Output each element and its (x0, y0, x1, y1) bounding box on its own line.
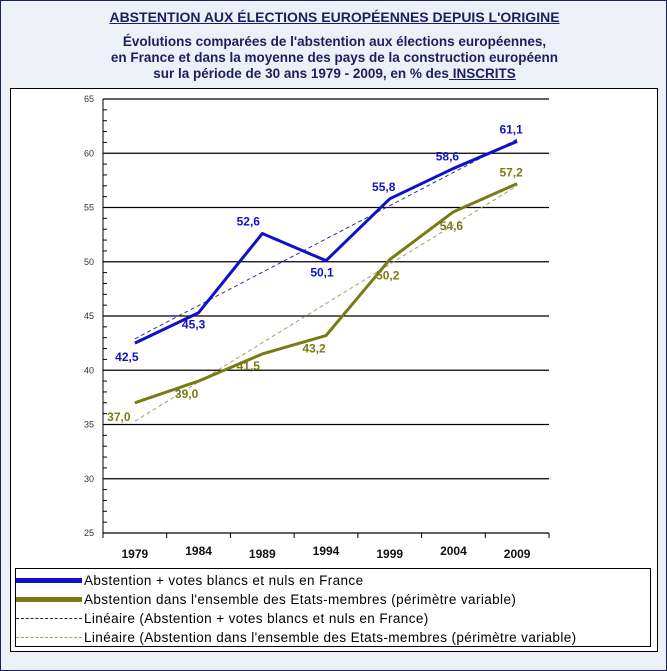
x-tick-label: 1989 (249, 547, 276, 561)
chart-subtitle-2: en France et dans la moyenne des pays de… (110, 50, 559, 65)
series-line-0 (134, 139, 518, 345)
trendline-1 (134, 185, 518, 422)
series-line-1 (134, 182, 518, 405)
x-tick-label: 1979 (122, 547, 149, 561)
data-label: 61,1 (499, 122, 523, 136)
data-label: 41,5 (237, 359, 261, 373)
legend-label: Abstention + votes blancs et nuls en Fra… (84, 573, 364, 588)
data-label: 42,5 (115, 350, 139, 364)
data-label: 57,2 (499, 166, 523, 180)
x-tick-label: 2009 (504, 547, 531, 561)
y-tick-label: 25 (84, 528, 94, 538)
y-tick-label: 60 (84, 148, 94, 158)
y-tick-label: 30 (84, 474, 94, 484)
data-label: 52,6 (237, 215, 261, 229)
y-tick-label: 35 (84, 420, 94, 430)
legend-label: Linéaire (Abstention dans l'ensemble des… (84, 630, 577, 645)
y-tick-label: 50 (84, 257, 94, 267)
data-label: 39,0 (175, 387, 199, 401)
x-tick-label: 2004 (440, 544, 467, 558)
y-tick-label: 45 (84, 311, 94, 321)
chart-subtitle-3: sur la période de 30 ans 1979 - 2009, en… (1, 66, 666, 81)
data-label: 58,6 (436, 149, 460, 163)
legend-item-france: Abstention + votes blancs et nuls en Fra… (16, 571, 363, 590)
legend-label: Abstention dans l'ensemble des Etats-mem… (84, 592, 517, 607)
data-label: 55,8 (372, 180, 396, 194)
chart-subtitle-1: Évolutions comparées de l'abstention aux… (122, 34, 547, 49)
legend-item-trend-eu: Linéaire (Abstention dans l'ensemble des… (16, 628, 577, 647)
x-tick-label: 1999 (376, 547, 403, 561)
data-label: 43,2 (302, 342, 326, 356)
data-label: 45,3 (182, 318, 206, 332)
legend-swatch (16, 618, 82, 619)
legend-item-trend-france: Linéaire (Abstention + votes blancs et n… (16, 609, 429, 628)
subtitle-text: sur la période de 30 ans 1979 - 2009, en… (153, 66, 449, 81)
x-tick-label: 1994 (313, 544, 340, 558)
subtitle-inscrits: INSCRITS (448, 66, 516, 81)
data-label: 50,2 (376, 269, 400, 283)
legend-swatch (16, 578, 82, 583)
trendline-0 (134, 138, 518, 340)
legend-swatch (16, 597, 82, 602)
legend-item-eu: Abstention dans l'ensemble des Etats-mem… (16, 590, 516, 609)
chart-title: ABSTENTION AUX ÉLECTIONS EUROPÉENNES DEP… (109, 9, 560, 25)
x-tick-label: 1984 (185, 544, 212, 558)
y-tick-label: 65 (84, 94, 94, 104)
legend-label: Linéaire (Abstention + votes blancs et n… (84, 611, 429, 626)
data-label: 37,0 (107, 410, 131, 424)
legend: Abstention + votes blancs et nuls en Fra… (15, 568, 651, 647)
data-label: 50,1 (310, 266, 334, 280)
y-tick-label: 40 (84, 365, 94, 375)
data-label: 54,6 (440, 219, 464, 233)
y-tick-label: 55 (84, 203, 94, 213)
legend-swatch (16, 637, 82, 638)
